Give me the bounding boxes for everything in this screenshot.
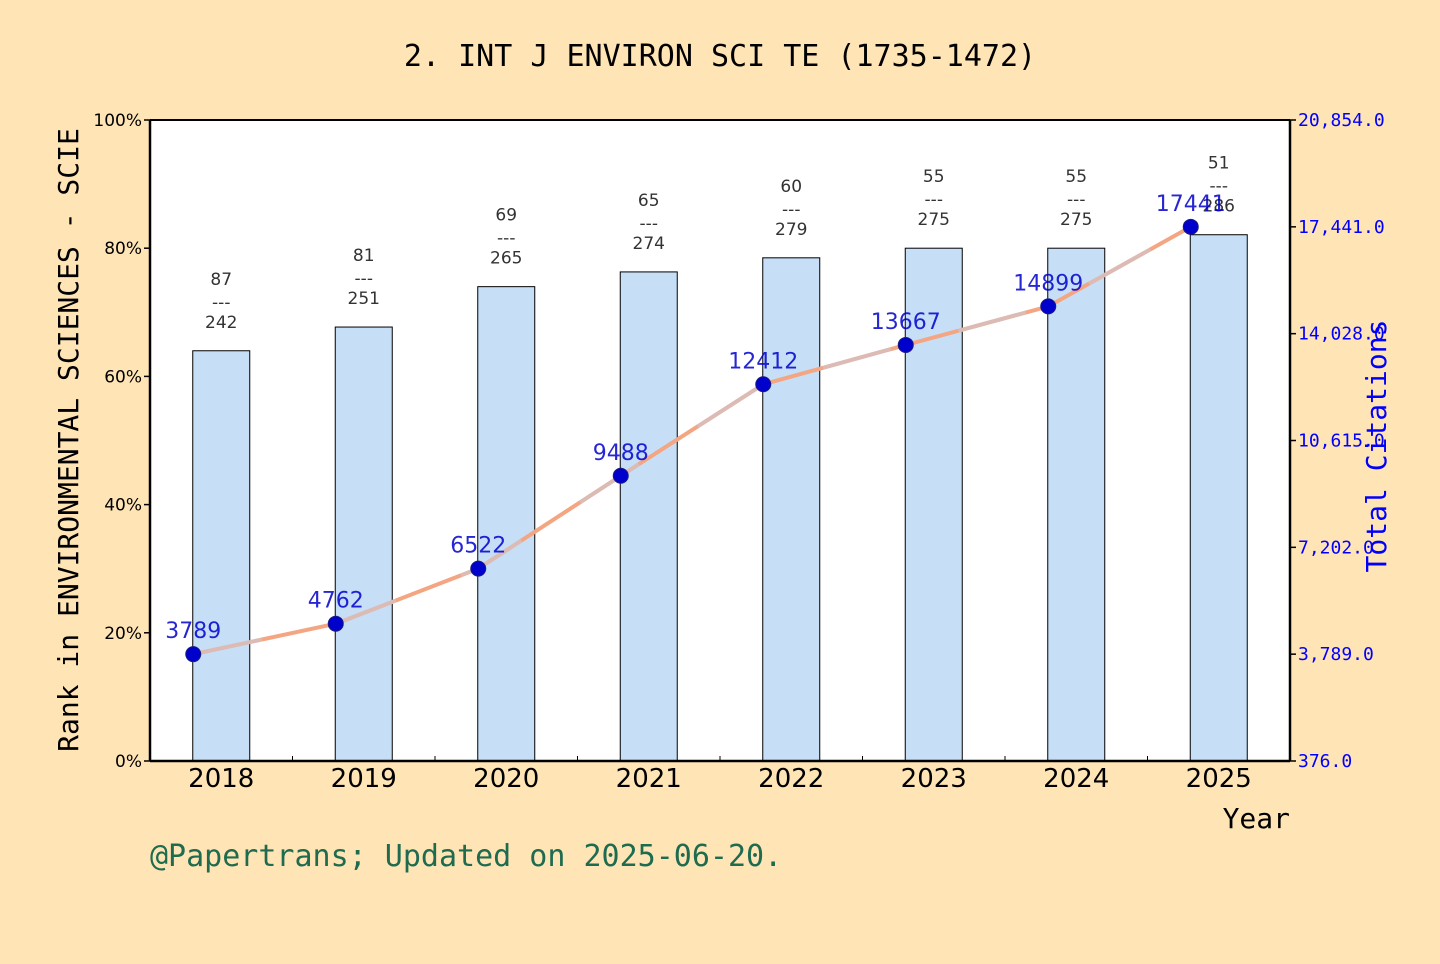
citation-label-2021: 9488 (593, 441, 649, 466)
x-tick-label-2018: 2018 (188, 764, 254, 794)
citation-point-2023 (897, 336, 914, 353)
total-label-2019: 251 (348, 289, 380, 309)
citation-label-2022: 12412 (728, 349, 798, 374)
citation-point-2018 (185, 646, 202, 663)
x-tick-label-2023: 2023 (901, 764, 967, 794)
bar-2019 (334, 326, 393, 762)
y2-tick-label: 20,854.0 (1298, 110, 1385, 131)
y2-tick-label: 17,441.0 (1298, 217, 1385, 238)
y-tick-label: 0% (115, 752, 142, 772)
rank-divider-2021: --- (640, 214, 658, 234)
plot-area (150, 120, 1290, 761)
citation-label-2018: 3789 (165, 619, 221, 644)
x-tick-label-2025: 2025 (1186, 764, 1252, 794)
bar-2022 (762, 257, 821, 762)
y2-tick-label: 376.0 (1298, 751, 1352, 772)
x-tick-label-2019: 2019 (331, 764, 397, 794)
x-axis-label: Year (1223, 802, 1290, 835)
citation-point-2022 (755, 376, 772, 393)
x-tick-label-2024: 2024 (1043, 764, 1109, 794)
citation-point-2025 (1182, 218, 1199, 235)
rank-divider-2023: --- (925, 190, 943, 210)
chart-title: 2. INT J ENVIRON SCI TE (1735-1472) (404, 39, 1036, 74)
rank-label-2022: 60 (780, 177, 802, 197)
total-label-2023: 275 (918, 210, 950, 230)
citation-point-2019 (327, 615, 344, 632)
citation-label-2025: 17441 (1156, 192, 1226, 217)
y-tick-label: 80% (104, 239, 142, 259)
bar-2021 (619, 271, 678, 762)
rank-divider-2025: --- (1210, 177, 1228, 197)
bar-2018 (192, 350, 251, 762)
y-tick-label: 20% (104, 624, 142, 644)
rank-divider-2019: --- (355, 269, 373, 289)
x-tick-label-2020: 2020 (473, 764, 539, 794)
rank-label-2021: 65 (638, 191, 660, 211)
total-label-2018: 242 (205, 313, 237, 333)
y-tick-label: 40% (104, 496, 142, 516)
rank-label-2020: 69 (495, 206, 517, 226)
y-tick-label: 100% (93, 111, 142, 131)
y2-tick-label: 3,789.0 (1298, 644, 1374, 665)
citation-label-2020: 6522 (450, 534, 506, 559)
y2-tick-label: 7,202.0 (1298, 537, 1374, 558)
rank-label-2018: 87 (210, 270, 232, 290)
footer-credit: @Papertrans; Updated on 2025-06-20. (150, 839, 782, 874)
rank-label-2025: 51 (1208, 154, 1230, 174)
citation-point-2024 (1040, 298, 1057, 315)
bar-2025 (1189, 234, 1248, 762)
total-label-2025: 286 (1203, 197, 1235, 217)
citation-point-2021 (612, 467, 629, 484)
x-tick-label-2022: 2022 (758, 764, 824, 794)
citation-label-2019: 4762 (308, 589, 364, 614)
bar-2020 (477, 286, 536, 762)
bar-2024 (1047, 247, 1106, 762)
rank-label-2023: 55 (923, 167, 945, 187)
rank-divider-2020: --- (497, 229, 515, 249)
total-label-2024: 275 (1060, 210, 1092, 230)
citation-label-2023: 13667 (871, 310, 941, 335)
y2-axis-label: Total Citations (1360, 320, 1393, 573)
y-axis-label: Rank in ENVIRONMENTAL SCIENCES - SCIE (52, 128, 85, 752)
y2-tick-label: 10,615.0 (1298, 431, 1385, 452)
y-tick-label: 60% (104, 367, 142, 387)
y2-tick-label: 14,028.0 (1298, 324, 1385, 345)
rank-divider-2022: --- (782, 200, 800, 220)
rank-divider-2018: --- (212, 293, 230, 313)
citations-line-overlay (192, 225, 1192, 657)
rank-label-2019: 81 (353, 246, 375, 266)
rank-label-2024: 55 (1065, 167, 1087, 187)
citation-point-2020 (470, 560, 487, 577)
x-tick-label-2021: 2021 (616, 764, 682, 794)
citation-label-2024: 14899 (1013, 271, 1083, 296)
total-label-2021: 274 (633, 234, 665, 254)
total-label-2020: 265 (490, 249, 522, 269)
rank-divider-2024: --- (1067, 190, 1085, 210)
total-label-2022: 279 (775, 220, 807, 240)
